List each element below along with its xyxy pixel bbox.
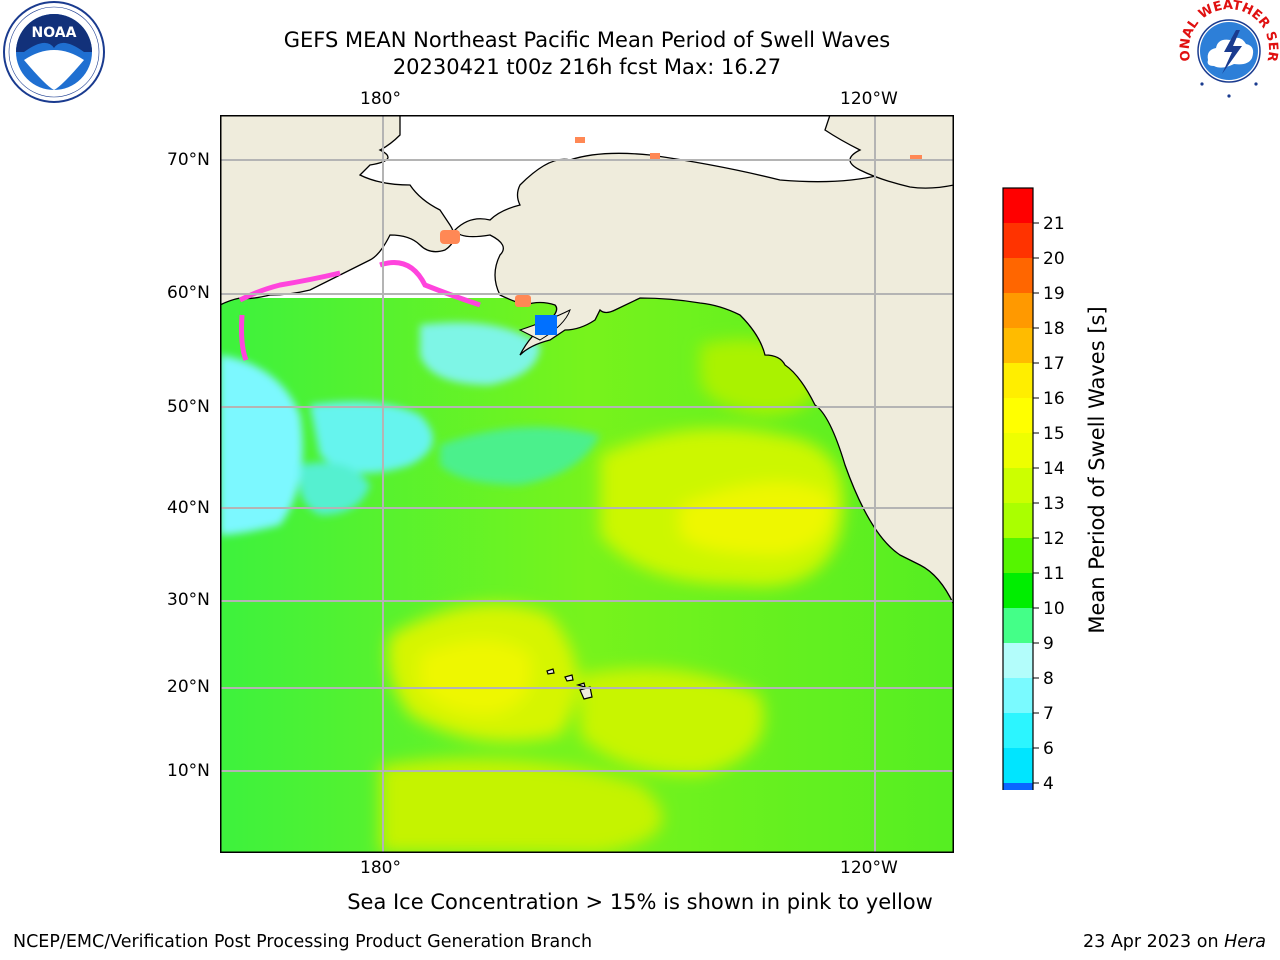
colorbar-tick-label: 16: [1043, 389, 1065, 409]
colorbar-segment: [1003, 188, 1033, 223]
colorbar-tick-label: 7: [1043, 704, 1054, 724]
colorbar-segment: [1003, 783, 1033, 818]
colorbar-segment: [1003, 363, 1033, 398]
colorbar: 246789101112131415161718192021: [990, 180, 1080, 848]
land-alaska: [454, 152, 954, 606]
land-canada-arctic: [824, 115, 954, 189]
colorbar-segment: [1003, 223, 1033, 258]
colorbar-tick-label: 18: [1043, 319, 1065, 339]
chart-subtitle: 20230421 t00z 216h fcst Max: 16.27: [392, 55, 782, 79]
colorbar-tick-label: 4: [1043, 774, 1054, 790]
colorbar-segment: [1003, 433, 1033, 468]
colorbar-label: Mean Period of Swell Waves [s]: [1085, 306, 1109, 634]
map-panel: [220, 115, 954, 853]
lon-label-bottom-120w: 120°W: [840, 858, 898, 878]
lat-label-60n: 60°N: [167, 283, 210, 303]
colorbar-segment: [1003, 678, 1033, 713]
colorbar-segment: [1003, 748, 1033, 783]
colorbar-segment: [1003, 573, 1033, 608]
colorbar-segment: [1003, 608, 1033, 643]
colorbar-segment: [1003, 713, 1033, 748]
colorbar-tick-label: 14: [1043, 459, 1065, 479]
credit-right: 23 Apr 2023 on Hera: [1083, 932, 1266, 952]
colorbar-tick-label: 15: [1043, 424, 1065, 444]
colorbar-tick-label: 6: [1043, 739, 1054, 759]
colorbar-tick-label: 19: [1043, 284, 1065, 304]
colorbar-segment: [1003, 293, 1033, 328]
lon-label-bottom-180: 180°: [360, 858, 401, 878]
lon-label-top-180: 180°: [360, 89, 401, 109]
colorbar-segment: [1003, 538, 1033, 573]
lat-label-70n: 70°N: [167, 150, 210, 170]
lat-label-30n: 30°N: [167, 590, 210, 610]
sea-ice-note: Sea Ice Concentration > 15% is shown in …: [347, 890, 933, 914]
colorbar-tick-label: 11: [1043, 564, 1065, 584]
credit-date: 23 Apr 2023 on: [1082, 932, 1219, 952]
colorbar-tick-label: 10: [1043, 599, 1065, 619]
lat-label-10n: 10°N: [167, 761, 210, 781]
lon-label-top-120w: 120°W: [840, 89, 898, 109]
graticule: [220, 115, 954, 853]
map-border: [220, 115, 954, 853]
colorbar-segment: [1003, 468, 1033, 503]
colorbar-tick-label: 9: [1043, 634, 1054, 654]
colorbar-tick-label: 8: [1043, 669, 1054, 689]
noaa-logo: NOAA: [2, 0, 106, 108]
colorbar-segment: [1003, 398, 1033, 433]
lat-label-50n: 50°N: [167, 397, 210, 417]
colorbar-segment: [1003, 643, 1033, 678]
low-period-inlet: [535, 315, 557, 335]
lat-label-20n: 20°N: [167, 677, 210, 697]
lat-label-40n: 40°N: [167, 498, 210, 518]
colorbar-tick-label: 12: [1043, 529, 1065, 549]
noaa-logo-text: NOAA: [32, 25, 77, 41]
credit-host: Hera: [1224, 932, 1266, 952]
swell-low-period-region: [220, 322, 600, 535]
colorbar-tick-label: 17: [1043, 354, 1065, 374]
credit-left: NCEP/EMC/Verification Post Processing Pr…: [13, 932, 593, 952]
nws-logo: NATIONAL WEATHER SERVICE: [1173, 0, 1280, 106]
colorbar-segment: [1003, 328, 1033, 363]
colorbar-tick-label: 21: [1043, 214, 1065, 234]
colorbar-segment: [1003, 258, 1033, 293]
colorbar-tick-label: 13: [1043, 494, 1065, 514]
colorbar-tick-label: 20: [1043, 249, 1065, 269]
colorbar-segment: [1003, 503, 1033, 538]
chart-title: GEFS MEAN Northeast Pacific Mean Period …: [283, 28, 891, 52]
